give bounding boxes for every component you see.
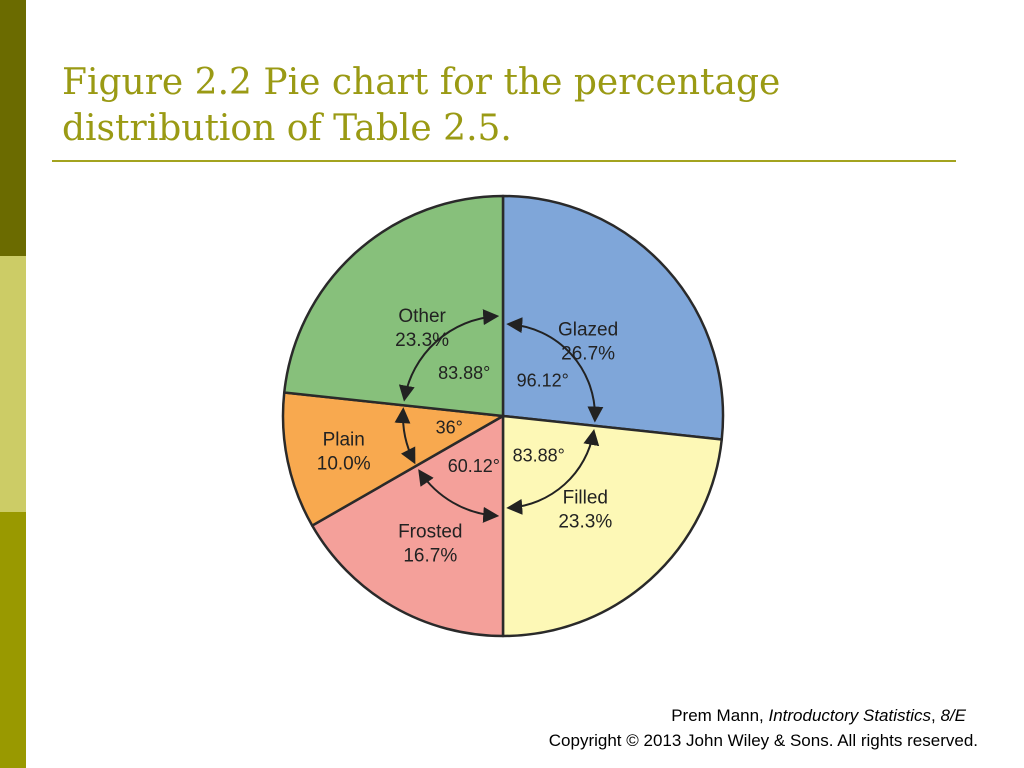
- angle-arc-frosted: [418, 469, 500, 523]
- slice-name-plain: Plain: [323, 430, 365, 451]
- footer-copyright: Copyright © 2013 John Wiley & Sons. All …: [548, 731, 978, 750]
- angle-label-plain: 36°: [436, 417, 463, 437]
- angle-label-frosted: 60.12°: [448, 456, 500, 476]
- slice-label-glazed: Glazed 26.7%: [558, 320, 618, 365]
- slice-percent-other: 23.3%: [395, 330, 449, 351]
- slide-title: Figure 2.2 Pie chart for the percentage …: [62, 60, 942, 152]
- angle-arc-glazed: [506, 317, 604, 423]
- angle-label-other: 83.88°: [438, 363, 490, 383]
- slice-label-other: Other 23.3%: [395, 306, 449, 351]
- angle-label-glazed: 96.12°: [517, 370, 569, 390]
- footer-separator: ,: [931, 706, 941, 725]
- angle-arc-plain: [394, 407, 416, 465]
- slice-label-plain: Plain 10.0%: [317, 430, 371, 475]
- slice-name-other: Other: [398, 306, 446, 327]
- slice-percent-filled: 23.3%: [558, 512, 612, 533]
- pie-slice-glazed: [501, 194, 725, 441]
- slice-name-frosted: Frosted: [398, 522, 462, 543]
- slide-title-line2: distribution of Table 2.5.: [62, 108, 512, 149]
- angle-arc-other: [398, 309, 500, 402]
- footer-citation: Prem Mann, Introductory Statistics, 8/E: [549, 703, 966, 728]
- slice-percent-frosted: 16.7%: [403, 546, 457, 567]
- slice-percent-glazed: 26.7%: [561, 344, 615, 365]
- slice-name-filled: Filled: [563, 488, 608, 509]
- slice-name-glazed: Glazed: [558, 320, 618, 341]
- side-bar-bottom: [0, 512, 26, 768]
- slice-label-frosted: Frosted 16.7%: [398, 522, 462, 567]
- slice-percent-plain: 10.0%: [317, 454, 371, 475]
- slice-label-filled: Filled 23.3%: [558, 488, 612, 533]
- angle-arc-filled: [506, 429, 600, 515]
- side-bar-top: [0, 0, 26, 256]
- footer-edition: 8/E: [940, 706, 966, 725]
- footer: Prem Mann, Introductory Statistics, 8/E …: [549, 703, 978, 753]
- angle-label-filled: 83.88°: [513, 446, 565, 466]
- pie-slice-other: [283, 194, 505, 418]
- side-bar-middle: [0, 256, 26, 512]
- footer-author: Prem Mann,: [671, 706, 769, 725]
- pie-slice-plain: [281, 391, 505, 527]
- title-rule: [52, 160, 956, 162]
- footer-book-title: Introductory Statistics: [768, 706, 932, 725]
- slide-title-line1: Figure 2.2 Pie chart for the percentage: [62, 62, 781, 103]
